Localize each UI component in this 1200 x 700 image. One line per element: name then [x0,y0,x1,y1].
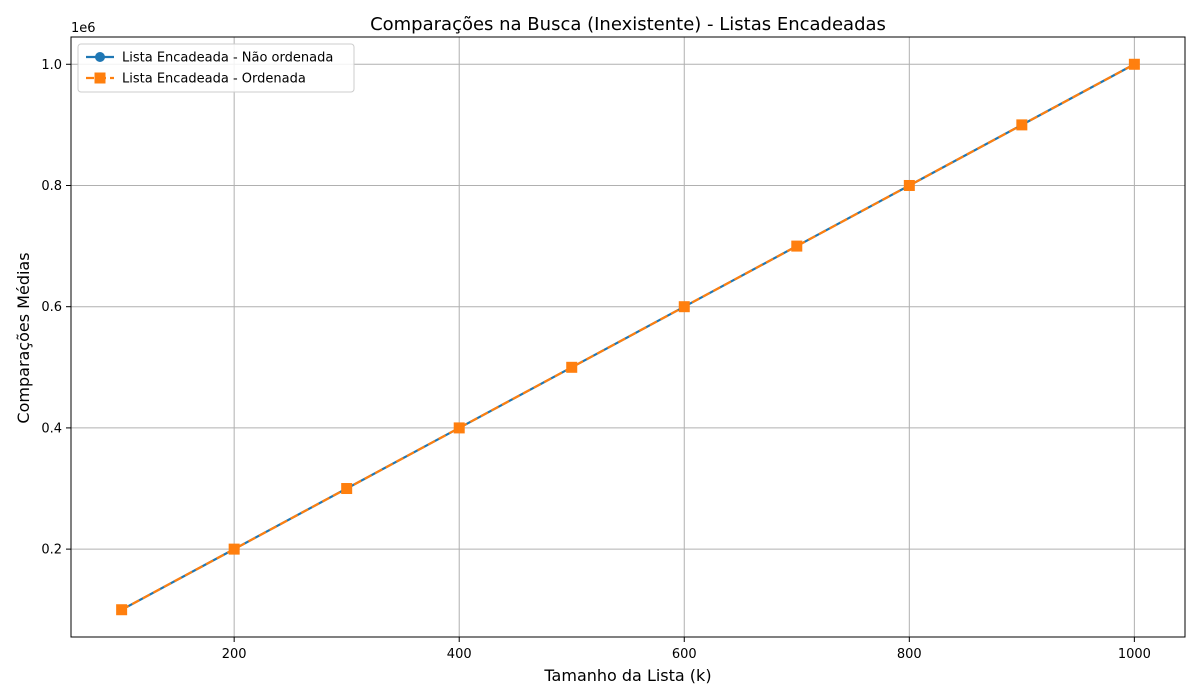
y-axis: 0.2 0.4 0.6 0.8 1.0 [41,58,71,558]
series-2-point [903,179,915,191]
series-2-point [453,422,465,434]
series-2-point [1128,58,1140,70]
x-tick-label: 400 [447,647,472,662]
plot-frame [70,36,1186,638]
legend-swatch-marker [95,52,105,62]
y-tick-label: 0.2 [41,543,62,558]
series-2-point [1016,119,1028,131]
legend-label: Lista Encadeada - Não ordenada [122,51,333,66]
y-offset-label: 1e6 [71,21,96,36]
series-2-point [791,240,803,252]
series-2-point [116,604,128,616]
legend-label: Lista Encadeada - Ordenada [122,72,306,87]
chart-title: Comparações na Busca (Inexistente) - Lis… [370,14,886,35]
x-tick-label: 200 [222,647,247,662]
x-axis-label: Tamanho da Lista (k) [543,666,711,685]
legend: Lista Encadeada - Não ordenada Lista Enca… [77,43,355,93]
series-2-point [341,483,353,495]
series-2-point [678,301,690,313]
series-2-point [228,543,240,555]
x-tick-label: 600 [672,647,697,662]
x-axis: 200 400 600 800 1000 [222,637,1151,662]
series-line-1 [121,63,1135,611]
legend-swatch-marker [94,72,106,84]
legend-box [77,43,355,93]
y-tick-label: 0.6 [41,300,62,315]
grid [71,37,1185,637]
x-tick-label: 800 [897,647,922,662]
y-tick-label: 0.4 [41,421,62,436]
y-tick-label: 1.0 [41,58,62,73]
x-tick-label: 1000 [1118,647,1151,662]
series-2-point [566,361,578,373]
series-layer [116,58,1140,616]
y-tick-label: 0.8 [41,179,62,194]
y-axis-label: Comparações Médias [14,252,33,423]
